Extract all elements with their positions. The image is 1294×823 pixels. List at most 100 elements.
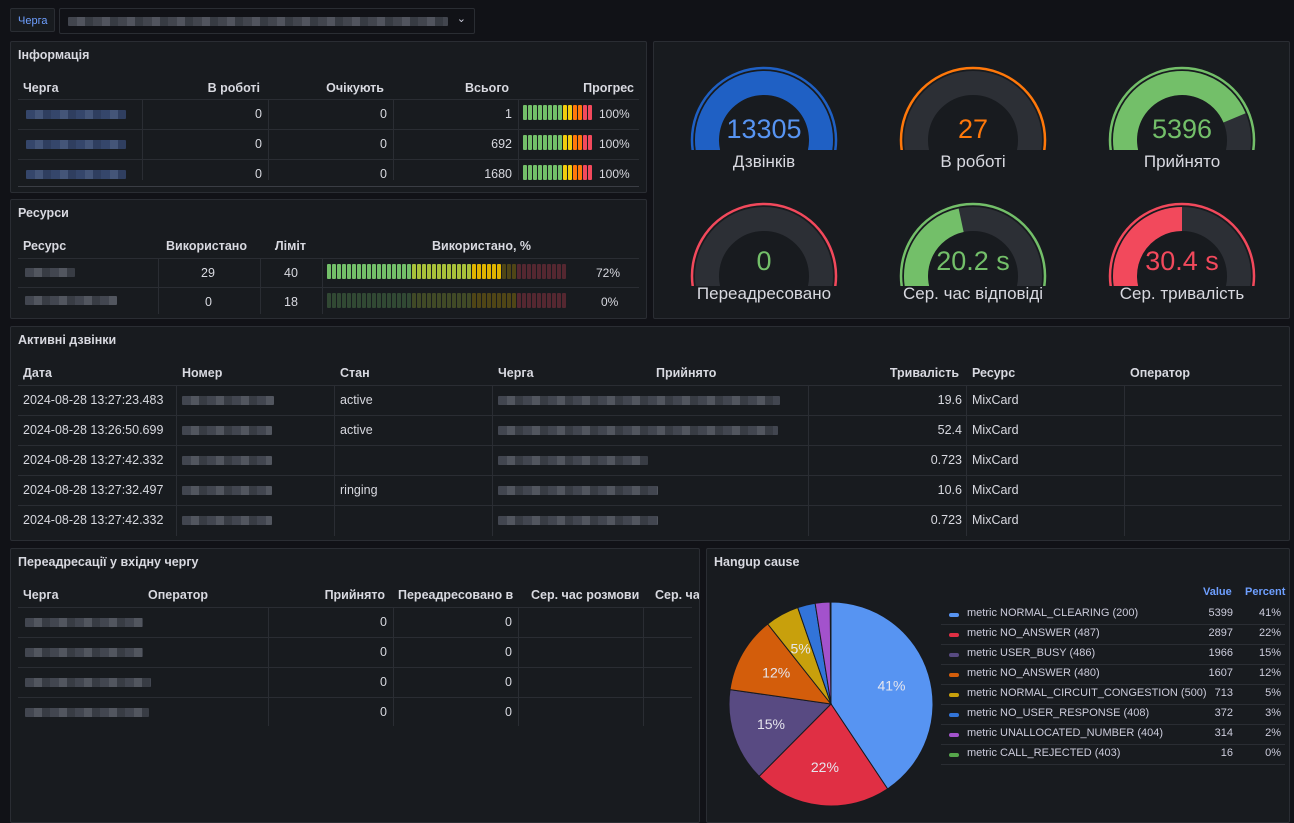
pie-slice[interactable] (729, 623, 833, 705)
lcd-cell (462, 264, 466, 279)
lcd-cell (342, 293, 346, 308)
legend-percent: 3% (1265, 707, 1281, 719)
info-header-queue[interactable]: Черга (23, 81, 59, 95)
call-resource: MixCard (972, 483, 1019, 497)
transfer-accepted: 0 (380, 675, 387, 689)
lcd-cell (417, 293, 421, 308)
active-header-operator[interactable]: Оператор (1130, 366, 1191, 380)
lcd-cell (427, 293, 431, 308)
used-percent-value: 72% (596, 266, 621, 280)
info-header-progress[interactable]: Прогрес (583, 81, 634, 95)
lcd-cell (522, 293, 526, 308)
call-queue (498, 396, 780, 405)
active-header-duration[interactable]: Тривалість (889, 366, 959, 380)
lcd-cell (332, 293, 336, 308)
lcd-cell (337, 293, 341, 308)
legend-item[interactable]: metric CALL_REJECTED (403) 16 0% (941, 745, 1285, 765)
pie-slice[interactable] (758, 703, 889, 807)
gauge-value: 27 (957, 114, 989, 144)
active-header-number[interactable]: Номер (182, 366, 223, 380)
call-resource: MixCard (972, 453, 1019, 467)
lcd-cell (568, 105, 572, 120)
pie-slice[interactable] (829, 601, 832, 705)
resources-header-resource[interactable]: Ресурс (23, 239, 67, 253)
legend-item[interactable]: metric NORMAL_CLEARING (200) 5399 41% (941, 605, 1285, 625)
resources-header-limit[interactable]: Ліміт (274, 239, 306, 253)
active-header-date[interactable]: Дата (23, 366, 52, 380)
transfers-header-operator[interactable]: Оператор (148, 588, 209, 602)
call-duration: 0.723 (930, 513, 962, 527)
info-header-in-work[interactable]: В роботі (207, 81, 260, 95)
lcd-cell (447, 264, 451, 279)
lcd-cell (417, 264, 421, 279)
lcd-cell (583, 105, 587, 120)
active-header-accepted[interactable]: Прийнято (656, 366, 717, 380)
active-header-resource[interactable]: Ресурс (972, 366, 1016, 380)
resources-header-used-percent[interactable]: Використано, % (432, 239, 532, 253)
transfers-header-avg-more[interactable]: Сер. ча (655, 588, 700, 602)
lcd-cell (533, 105, 537, 120)
legend-percent: 22% (1258, 627, 1281, 639)
progress-value: 100% (599, 137, 630, 151)
transfer-transferred: 0 (505, 615, 512, 629)
lcd-cell (533, 135, 537, 150)
lcd-cell (553, 165, 557, 180)
lcd-cell (502, 293, 506, 308)
gauge: 13305 Дзвінків (659, 50, 869, 184)
hangup-title: Hangup cause (714, 555, 800, 569)
legend-item[interactable]: metric UNALLOCATED_NUMBER (404) 314 2% (941, 725, 1285, 745)
waiting-value: 0 (380, 107, 387, 121)
lcd-cell (367, 264, 371, 279)
call-duration: 19.6 (937, 393, 962, 407)
legend-item[interactable]: metric NORMAL_CIRCUIT_CONGESTION (500) 71… (941, 685, 1285, 705)
lcd-cell (332, 264, 336, 279)
lcd-cell (442, 293, 446, 308)
legend-value: 16 (1220, 747, 1233, 759)
lcd-cell (523, 135, 527, 150)
legend-header-value[interactable]: Value (1203, 586, 1232, 598)
legend-item[interactable]: metric NO_USER_RESPONSE (408) 372 3% (941, 705, 1285, 725)
call-state: active (340, 393, 373, 407)
lcd-cell (432, 293, 436, 308)
legend-color-swatch (949, 673, 959, 677)
legend-value: 1607 (1208, 667, 1233, 679)
queue-variable-value (68, 17, 448, 26)
legend-value: 5399 (1208, 607, 1233, 619)
legend-value: 372 (1214, 707, 1233, 719)
transfers-header-transferred[interactable]: Переадресовано в (398, 588, 514, 602)
lcd-cell (367, 293, 371, 308)
legend-item[interactable]: metric NO_ANSWER (487) 2897 22% (941, 625, 1285, 645)
pie-slice[interactable] (728, 689, 833, 778)
waiting-value: 0 (380, 167, 387, 181)
lcd-cell (472, 264, 476, 279)
info-header-waiting[interactable]: Очікують (326, 81, 384, 95)
legend-color-swatch (949, 753, 959, 757)
legend-header-percent[interactable]: Percent (1245, 586, 1286, 598)
active-header-queue[interactable]: Черга (498, 366, 534, 380)
legend-item[interactable]: metric NO_ANSWER (480) 1607 12% (941, 665, 1285, 685)
gauge-value: 30.4 s (1145, 246, 1219, 276)
queue-variable-select[interactable]: ⌄ (59, 8, 475, 34)
info-header-total[interactable]: Всього (465, 81, 509, 95)
gauge: 30.4 s Сер. тривалість (1077, 186, 1287, 318)
lcd-cell (563, 105, 567, 120)
call-queue (498, 456, 648, 465)
active-header-state[interactable]: Стан (340, 366, 370, 380)
gauge: 5396 Прийнято (1077, 50, 1287, 184)
transfers-header-queue[interactable]: Черга (23, 588, 59, 602)
transfers-header-accepted[interactable]: Прийнято (324, 588, 385, 602)
legend-item[interactable]: metric USER_BUSY (486) 1966 15% (941, 645, 1285, 665)
used-value: 0 (205, 295, 212, 309)
lcd-cell (588, 165, 592, 180)
queue-name (26, 170, 126, 179)
pie-slice-label: 41% (877, 678, 905, 694)
call-number (182, 486, 272, 495)
gauge-label: Прийнято (1143, 152, 1221, 171)
transfers-header-avg-talk[interactable]: Сер. час розмови (531, 588, 640, 602)
lcd-cell (392, 264, 396, 279)
gauge-value: 5396 (1151, 114, 1213, 144)
lcd-cell (487, 293, 491, 308)
lcd-cell (502, 264, 506, 279)
resources-header-used[interactable]: Використано (166, 239, 247, 253)
lcd-cell (467, 293, 471, 308)
